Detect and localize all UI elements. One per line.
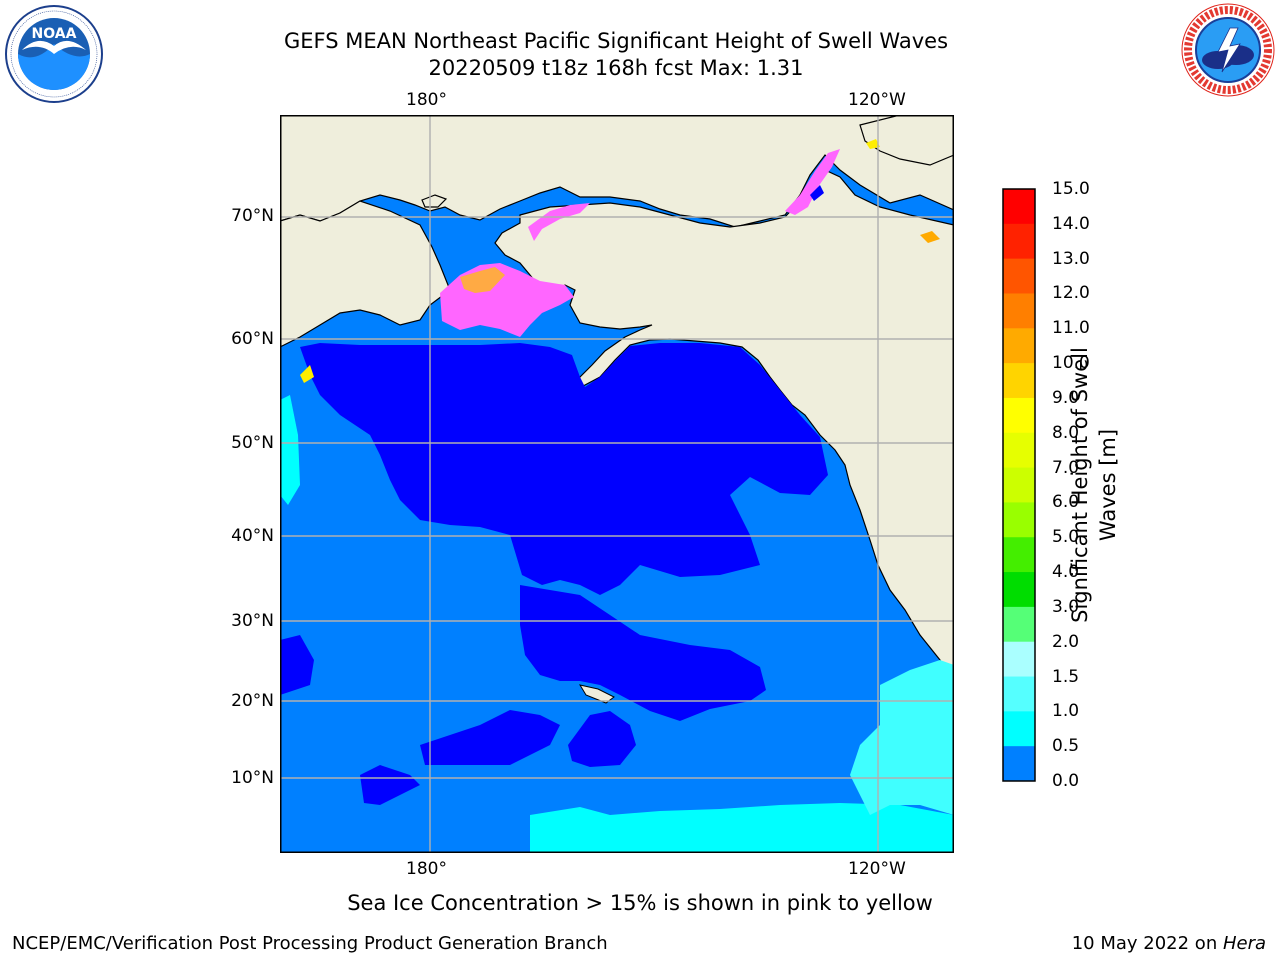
- colorbar-label-line2: Waves [m]: [1096, 428, 1120, 542]
- colorbar-tick-label: 10.0: [1052, 353, 1090, 374]
- swell-region-0-0.5-southwest: [420, 710, 560, 765]
- colorbar-tick-label: 2.0: [1052, 631, 1080, 652]
- footer-credit: NCEP/EMC/Verification Post Processing Pr…: [12, 933, 608, 954]
- ice-caption: Sea Ice Concentration > 15% is shown in …: [347, 891, 933, 915]
- nws-logo: [1181, 3, 1275, 97]
- colorbar-segment: [1003, 537, 1035, 573]
- colorbar-tick-label: 15.0: [1052, 179, 1090, 199]
- land-chukotka: [280, 200, 451, 348]
- colorbar-tick-label: 9.0: [1052, 387, 1080, 408]
- chart-subtitle: 20220509 t18z 168h fcst Max: 1.31: [428, 56, 804, 80]
- land-siberia: [280, 115, 954, 228]
- colorbar-segment: [1003, 502, 1035, 538]
- land-hawaii: [578, 684, 615, 704]
- colorbar-segment: [1003, 328, 1035, 364]
- swell-region-1.0-1.5-southeast: [850, 660, 954, 815]
- colorbar: [1002, 188, 1036, 782]
- colorbar-segment: [1003, 363, 1035, 399]
- map-frame: [280, 115, 954, 853]
- colorbar-tick-label: 0.0: [1052, 771, 1080, 791]
- colorbar-segment: [1003, 467, 1035, 503]
- colorbar-segment: [1003, 676, 1035, 712]
- colorbar-tick-label: 1.0: [1052, 701, 1080, 722]
- lat-label-30n: 30°N: [231, 611, 274, 631]
- colorbar-tick-label: 1.5: [1052, 666, 1080, 687]
- colorbar-label: Significant Height of Swell Waves [m]: [1066, 335, 1126, 635]
- noaa-logo-text: NOAA: [32, 26, 77, 42]
- sea-ice-beaufort-core: [810, 185, 824, 201]
- swell-region-0-0.5-south: [520, 585, 766, 721]
- lat-label-40n: 40°N: [231, 526, 274, 546]
- colorbar-tick-label: 12.0: [1052, 283, 1090, 304]
- lat-label-70n: 70°N: [231, 206, 274, 226]
- lat-label-60n: 60°N: [231, 329, 274, 349]
- footer-date-text: 10 May 2022 on: [1071, 933, 1223, 954]
- footer-machine: Hera: [1222, 933, 1266, 954]
- lat-label-20n: 20°N: [231, 691, 274, 711]
- lon-label-bottom-120w: 120°W: [848, 859, 906, 879]
- colorbar-tick-label: 6.0: [1052, 492, 1080, 513]
- chart-title: GEFS MEAN Northeast Pacific Significant …: [283, 29, 949, 53]
- lon-label-top-120w: 120°W: [848, 90, 906, 110]
- colorbar-segment: [1003, 258, 1035, 294]
- gridlines: [280, 115, 954, 853]
- colorbar-segment: [1003, 293, 1035, 329]
- colorbar-label-line1: Significant Height of Swell: [1068, 347, 1092, 623]
- colorbar-tick-label: 5.0: [1052, 527, 1080, 548]
- colorbar-tick-label: 11.0: [1052, 318, 1090, 339]
- colorbar-tick-label: 7.0: [1052, 457, 1080, 478]
- colorbar-segment: [1003, 432, 1035, 469]
- swell-region-0-0.5-far-west: [360, 765, 420, 805]
- colorbar-tick-label: 8.0: [1052, 422, 1080, 443]
- lat-label-50n: 50°N: [231, 433, 274, 453]
- swell-region-0-0.5-hawaii: [568, 711, 636, 767]
- noaa-logo: NOAA: [5, 5, 103, 103]
- colorbar-segment: [1003, 397, 1035, 434]
- colorbar-tick-label: 14.0: [1052, 213, 1090, 234]
- sea-ice-bering-edge: [460, 267, 505, 293]
- colorbar-segment: [1003, 711, 1035, 747]
- colorbar-tick-label: 0.5: [1052, 736, 1080, 757]
- colorbar-tick-label: 3.0: [1052, 596, 1080, 617]
- lon-label-top-180: 180°: [406, 90, 447, 110]
- colorbar-segment: [1003, 223, 1035, 260]
- sea-ice-beaufort: [785, 149, 840, 215]
- sea-ice-yellow-1: [866, 139, 880, 149]
- colorbar-segment: [1003, 189, 1035, 225]
- sea-ice-yellow-2: [920, 231, 940, 243]
- colorbar-tick-label: 13.0: [1052, 248, 1090, 269]
- footer-date: 10 May 2022 on Hera: [1072, 933, 1266, 954]
- swell-region-0-0.5-west: [280, 635, 314, 695]
- swell-region-0-0.5: [300, 343, 828, 595]
- land-wrangel-island: [421, 194, 448, 208]
- swell-region-1.0-1.5-northwest: [280, 395, 300, 505]
- colorbar-segment: [1003, 606, 1035, 643]
- colorbar-segment: [1003, 641, 1035, 678]
- colorbar-segment: [1003, 746, 1035, 782]
- sea-ice-chukchi: [528, 203, 590, 241]
- colorbar-segment: [1003, 572, 1035, 608]
- swell-height-map: [280, 115, 954, 853]
- lon-label-bottom-180: 180°: [406, 859, 447, 879]
- colorbar-tick-label: 4.0: [1052, 562, 1080, 583]
- lat-label-10n: 10°N: [231, 768, 274, 788]
- swell-region-1.0-1.5-equator: [530, 803, 954, 853]
- sea-ice-yellow-3: [300, 365, 314, 383]
